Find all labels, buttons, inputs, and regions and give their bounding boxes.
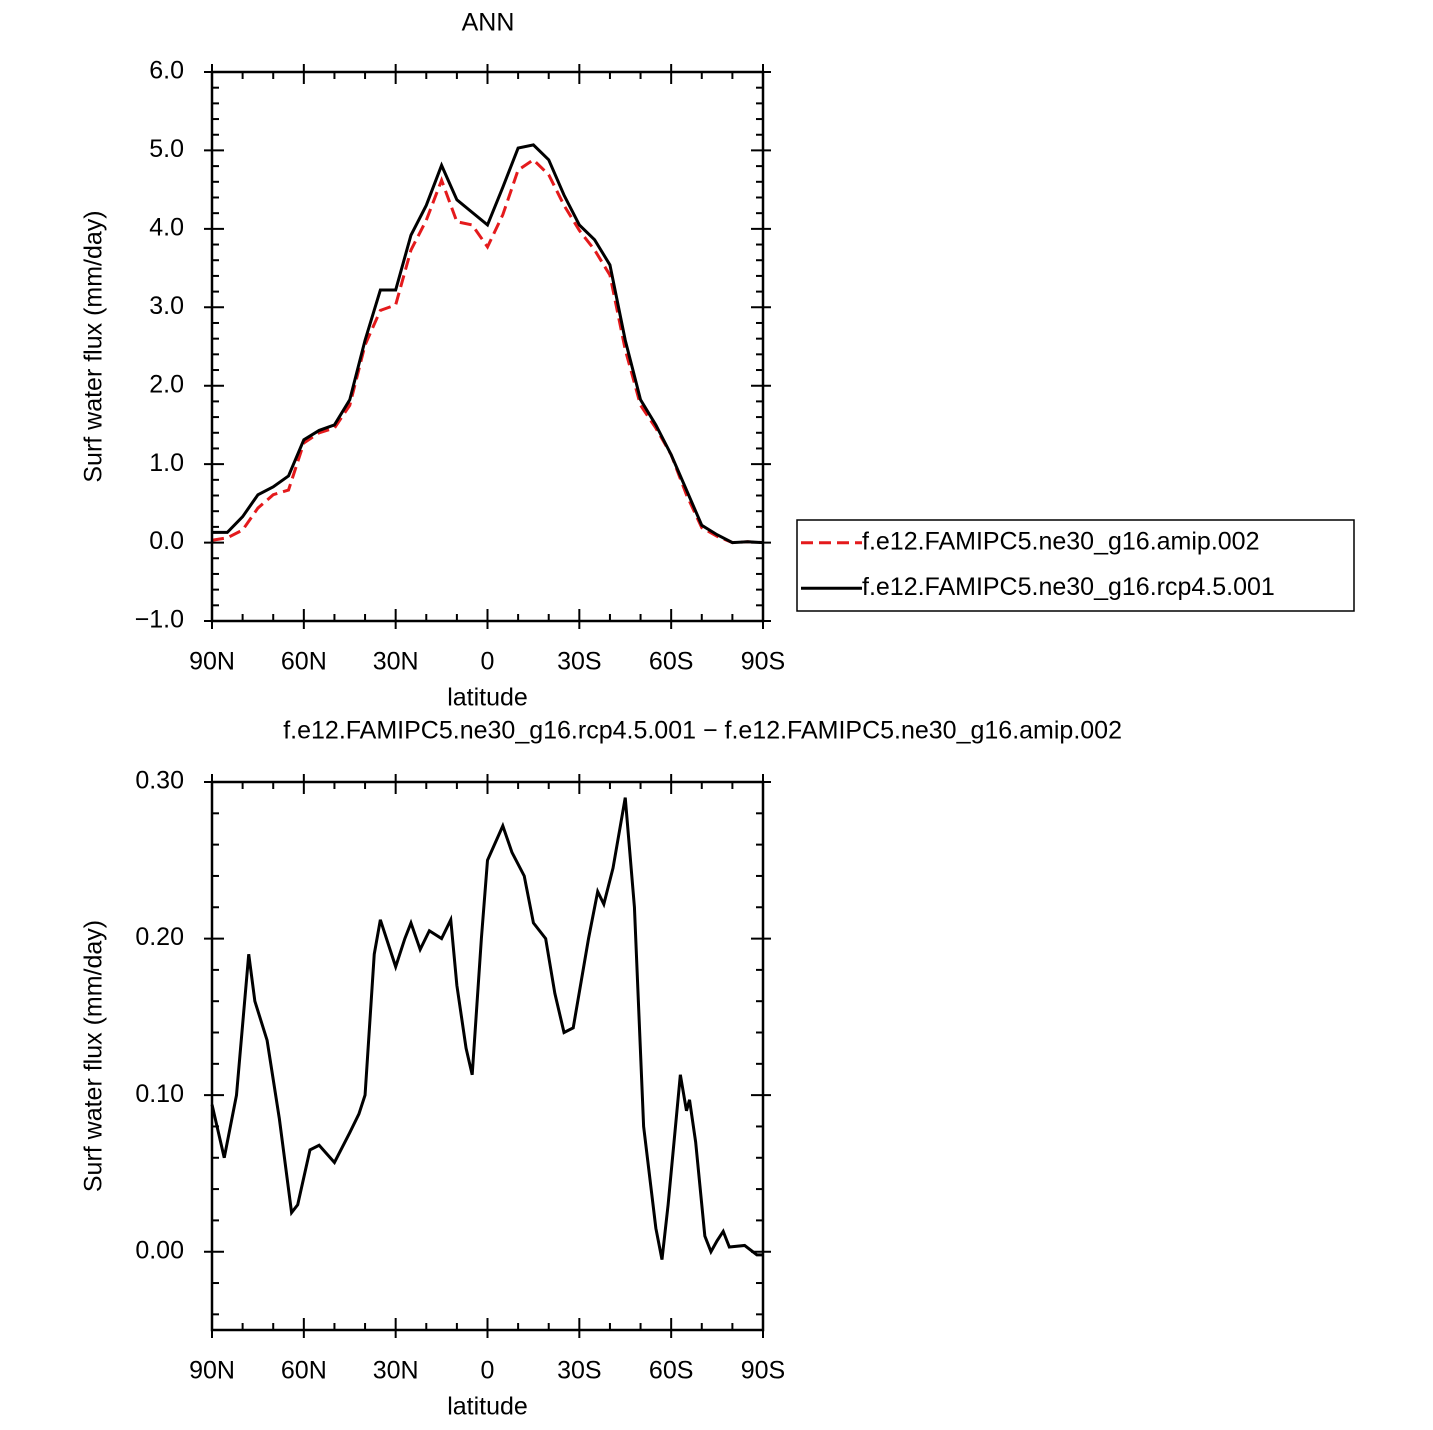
x-tick-label: 0 bbox=[481, 1357, 495, 1385]
x-tick-label: 60N bbox=[281, 1357, 327, 1385]
y-tick-label: 0.20 bbox=[135, 923, 184, 951]
x-tick-label: 0 bbox=[481, 648, 495, 676]
y-tick-label: 1.0 bbox=[149, 449, 184, 477]
y-tick-label: 6.0 bbox=[149, 57, 184, 85]
chart-title: ANN bbox=[462, 9, 515, 37]
plot-frame bbox=[210, 70, 765, 623]
x-tick-label: 60N bbox=[281, 648, 327, 676]
data-line bbox=[211, 157, 764, 545]
y-tick-label: 0.30 bbox=[135, 767, 184, 795]
y-axis-label: Surf water flux (mm/day) bbox=[80, 210, 108, 482]
x-axis-label: latitude bbox=[447, 1393, 528, 1421]
y-tick-label: 3.0 bbox=[149, 292, 184, 320]
y-axis-label: Surf water flux (mm/day) bbox=[80, 920, 108, 1192]
legend-box bbox=[796, 519, 1355, 612]
y-tick-label: −1.0 bbox=[135, 606, 184, 634]
y-tick-label: 4.0 bbox=[149, 213, 184, 241]
legend-label: f.e12.FAMIPC5.ne30_g16.rcp4.5.001 bbox=[862, 573, 1275, 601]
x-tick-label: 30S bbox=[557, 648, 601, 676]
x-tick-label: 30S bbox=[557, 1357, 601, 1385]
x-tick-label: 60S bbox=[649, 1357, 693, 1385]
y-tick-label: 0.0 bbox=[149, 527, 184, 555]
y-tick-label: 5.0 bbox=[149, 135, 184, 163]
y-tick-label: 2.0 bbox=[149, 370, 184, 398]
x-tick-label: 60S bbox=[649, 648, 693, 676]
x-tick-label: 90S bbox=[741, 1357, 785, 1385]
legend-label: f.e12.FAMIPC5.ne30_g16.amip.002 bbox=[862, 527, 1260, 555]
y-tick-label: 0.10 bbox=[135, 1080, 184, 1108]
x-axis-label: latitude bbox=[447, 684, 528, 712]
data-line bbox=[212, 143, 764, 545]
chart-title: f.e12.FAMIPC5.ne30_g16.rcp4.5.001 − f.e1… bbox=[283, 717, 1122, 745]
x-tick-label: 90N bbox=[189, 1357, 235, 1385]
x-tick-label: 30N bbox=[373, 1357, 419, 1385]
plot-frame bbox=[210, 780, 765, 1332]
x-tick-label: 90N bbox=[189, 648, 235, 676]
x-tick-label: 30N bbox=[373, 648, 419, 676]
y-tick-label: 0.00 bbox=[135, 1236, 184, 1264]
data-line bbox=[210, 797, 763, 1260]
x-tick-label: 90S bbox=[741, 648, 785, 676]
